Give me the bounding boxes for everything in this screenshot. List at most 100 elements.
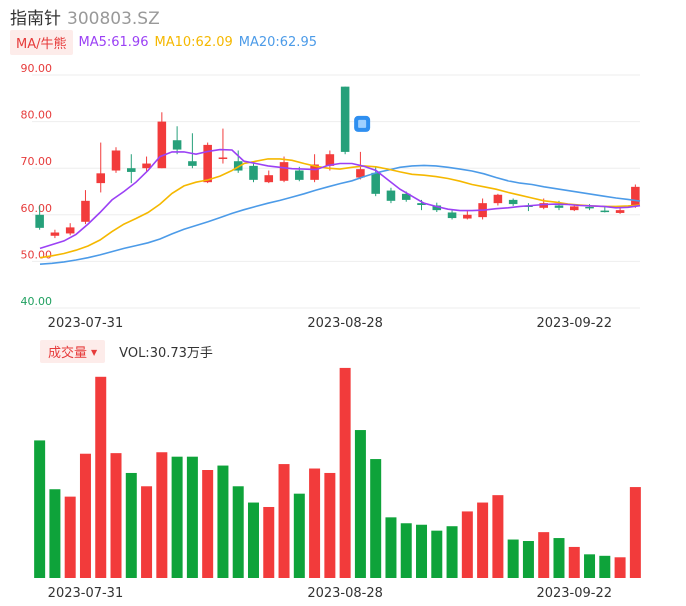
volume-bar [293,493,305,578]
candlestick [447,210,457,220]
candlestick [463,210,472,220]
volume-bar [171,456,183,578]
y-tick-label: 90.00 [21,62,53,75]
candlestick [157,112,167,169]
volume-bar [568,546,580,578]
candle-body [569,206,579,211]
volume-bar [278,464,290,578]
volume-legend: 成交量 ▼ VOL:30.73万手 [40,339,213,363]
volume-bar [34,440,46,578]
candle-body [417,203,426,206]
x-tick-label: 2023-07-31 [48,586,124,601]
y-tick-label: 70.00 [21,155,53,168]
volume-bar [599,555,611,578]
candle-body [218,157,228,159]
x-tick-label: 2023-09-22 [536,586,612,601]
candle-body [279,162,289,181]
candle-body [615,210,625,213]
ma10-line [39,158,641,259]
candle-body [325,154,335,166]
y-tick-label: 40.00 [21,295,53,308]
volume-bar [141,486,153,578]
candlestick [508,198,518,206]
candle-body [96,173,106,184]
candle-body [233,161,243,171]
x-tick-label: 2023-08-28 [307,316,383,331]
candle-body [371,172,380,194]
candlestick [340,86,350,155]
candlestick [631,184,640,208]
candlestick [203,142,212,184]
ma20-label: MA20:62.95 [238,34,317,50]
candlestick [111,147,121,173]
volume-bar [614,557,626,578]
candle-body [264,175,274,183]
candlestick [81,190,90,225]
volume-bar [64,496,76,578]
volume-bar [354,430,366,578]
stock-name: 指南针 [10,9,61,29]
candlestick [310,154,319,183]
x-tick-label: 2023-08-28 [307,586,383,601]
candlestick [249,163,258,183]
candle-body [172,140,182,150]
volume-bar [431,530,443,578]
candle-body [463,214,472,219]
event-badge-inner [358,119,367,128]
volume-value-label: VOL:30.73万手 [119,345,213,361]
candle-body [554,205,564,208]
volume-indicator-pill[interactable]: 成交量 ▼ [40,339,106,363]
candlestick [172,126,182,155]
volume-bar [492,495,504,578]
candlestick [50,229,60,239]
candlestick [325,150,335,171]
volume-bar [263,506,275,578]
candle-body [111,150,121,171]
volume-bar [202,470,214,578]
candlestick [65,223,75,236]
candlestick [96,142,106,193]
candle-body [295,170,304,180]
candle-body [340,86,350,152]
volume-bar [584,554,596,578]
volume-bar [247,502,259,578]
y-tick-label: 60.00 [21,202,53,215]
candlestick [35,205,44,230]
volume-bar [125,472,137,578]
candle-body [508,199,518,205]
volume-bar [339,367,351,578]
ma-legend: MA/牛熊 MA5:61.96 MA10:62.09 MA20:62.95 [10,29,323,55]
candlestick [142,156,151,172]
candlestick [493,193,503,206]
candle-body [493,194,503,204]
candlestick [371,167,380,197]
volume-bar [507,539,519,578]
candle-body [401,193,411,200]
candle-body [356,169,365,178]
volume-bar [553,538,565,578]
candle-body [188,161,197,166]
candle-body [142,163,151,169]
candle-body [432,205,442,211]
volume-bar [79,453,91,578]
volume-bar [309,468,321,578]
caret-down-icon: ▼ [91,347,98,357]
volume-bar [446,526,458,578]
candle-body [585,206,594,209]
ma5-line [39,148,641,250]
volume-bar [217,465,229,578]
volume-pill-label: 成交量 [48,345,88,361]
volume-bar [156,452,168,578]
volume-bar [522,541,534,578]
candlestick [188,133,197,169]
volume-bar [370,459,382,578]
candlestick [264,170,274,184]
volume-bar [385,517,397,578]
ma5-label: MA5:61.96 [78,34,149,50]
volume-bar [416,524,428,578]
ma10-label: MA10:62.09 [154,34,233,50]
stock-code: 300803.SZ [67,9,160,29]
volume-bar [110,453,122,578]
ma-indicator-pill[interactable]: MA/牛熊 [10,29,73,55]
